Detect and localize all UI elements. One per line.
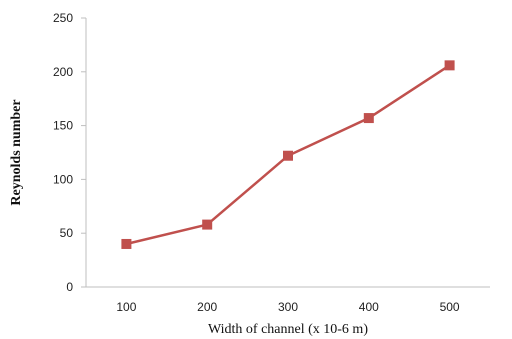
y-tick-label: 100 bbox=[53, 172, 73, 186]
x-tick-label: 200 bbox=[197, 300, 217, 314]
data-point-marker bbox=[363, 113, 374, 124]
x-axis-ticks: 100 200 300 400 500 bbox=[116, 300, 460, 314]
series-layer bbox=[121, 60, 455, 249]
x-axis-title: Width of channel (x 10-6 m) bbox=[208, 322, 368, 337]
y-tick-label: 250 bbox=[53, 11, 73, 25]
y-axis-title: Reynolds number bbox=[9, 99, 24, 205]
x-tick-label: 100 bbox=[116, 300, 136, 314]
x-tick-label: 300 bbox=[278, 300, 298, 314]
data-point-marker bbox=[444, 60, 455, 71]
y-axis-ticks: 0 50 100 150 200 250 bbox=[53, 11, 86, 294]
y-tick-label: 200 bbox=[53, 65, 73, 79]
x-tick-label: 500 bbox=[440, 300, 460, 314]
y-tick-label: 0 bbox=[66, 280, 73, 294]
y-tick-label: 50 bbox=[60, 226, 74, 240]
data-point-marker bbox=[121, 238, 132, 249]
x-tick-label: 400 bbox=[359, 300, 379, 314]
y-tick-label: 150 bbox=[53, 119, 73, 133]
data-point-marker bbox=[283, 150, 293, 161]
data-point-marker bbox=[202, 219, 213, 230]
